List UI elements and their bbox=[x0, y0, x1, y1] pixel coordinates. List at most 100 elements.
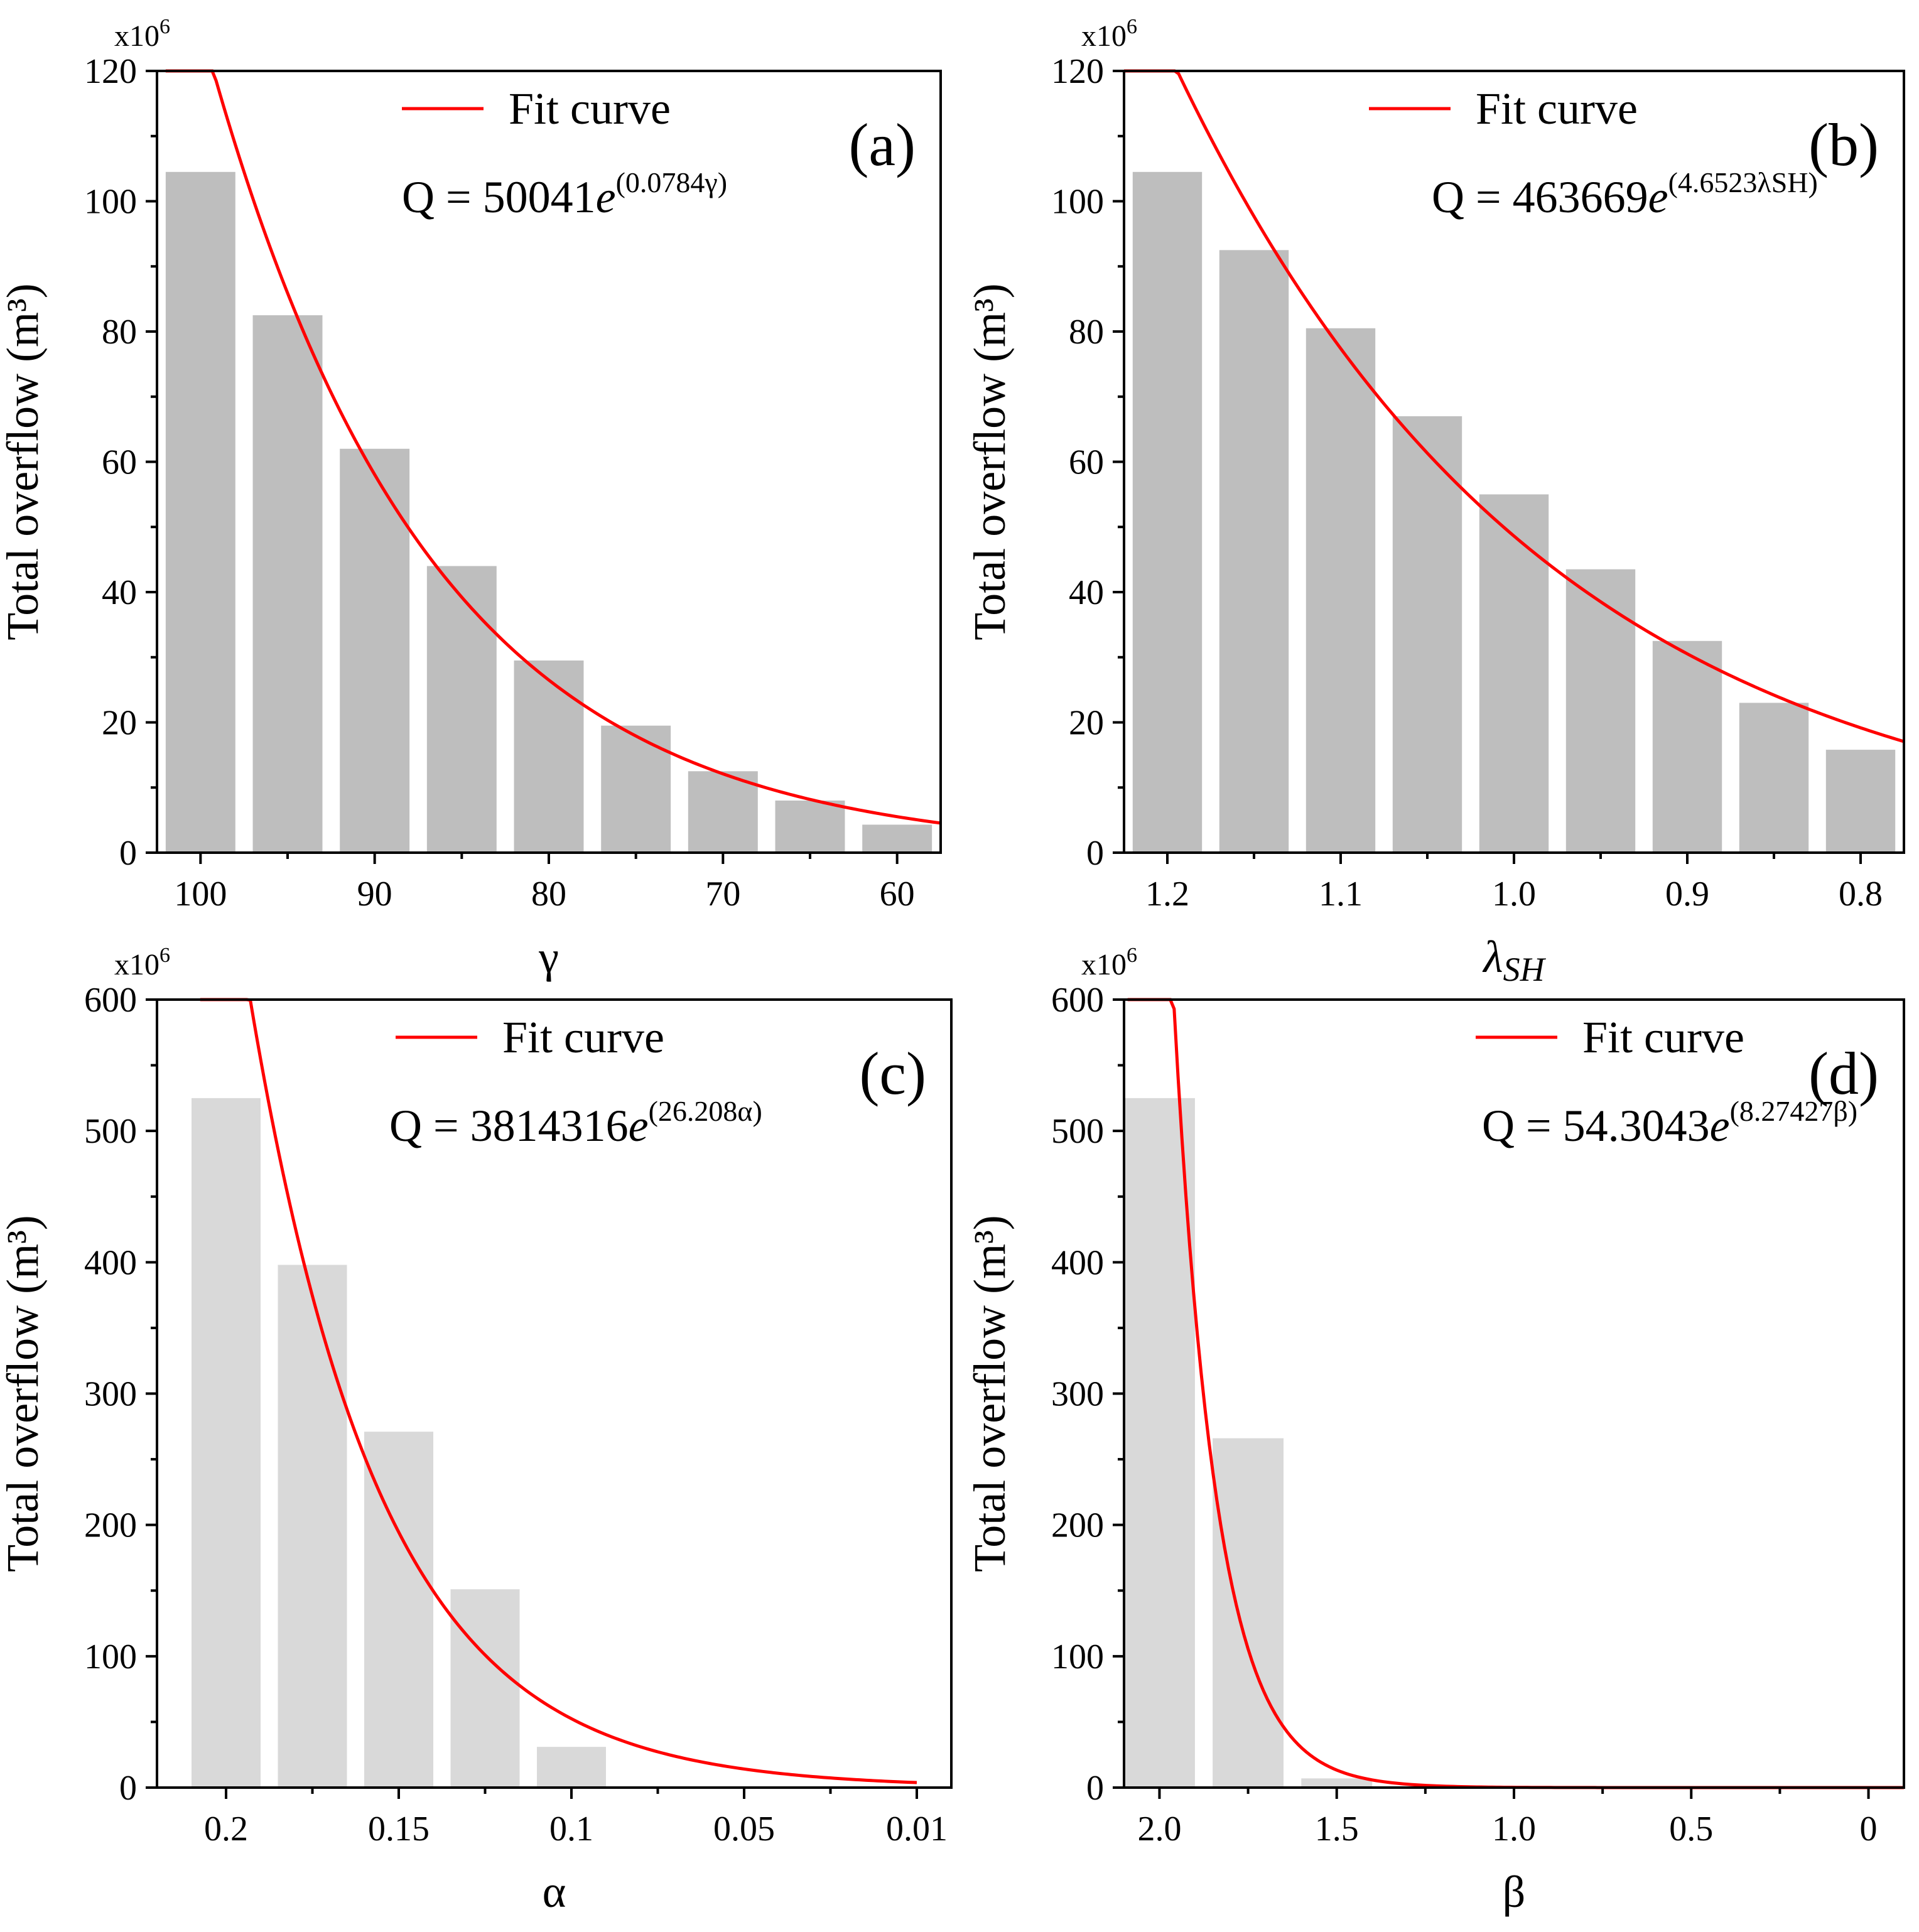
x-tick-label: 0.01 bbox=[886, 1810, 948, 1848]
y-tick-label: 400 bbox=[1051, 1243, 1104, 1282]
y-tick-label: 100 bbox=[1051, 183, 1104, 222]
bar-80 bbox=[514, 660, 584, 853]
bar-0.2 bbox=[192, 1098, 261, 1788]
fit-curve bbox=[165, 69, 941, 825]
x-tick-label: 1.1 bbox=[1319, 875, 1363, 914]
x-tick-label: 90 bbox=[357, 875, 392, 914]
scale-prefix: x10 bbox=[114, 19, 159, 53]
y-tick-label: 80 bbox=[1069, 313, 1104, 352]
fit-equation: Q = 3814316e(26.208α) bbox=[389, 1095, 762, 1151]
equation-exponent: (26.208α) bbox=[649, 1095, 762, 1127]
x-axis-symbol: α bbox=[543, 1867, 566, 1917]
y-axis-title: Total overflow (m³) bbox=[0, 1215, 48, 1572]
equation-exponent: (0.0784γ) bbox=[616, 166, 727, 198]
y-tick-label: 0 bbox=[119, 834, 137, 873]
y-tick-label: 80 bbox=[102, 313, 137, 352]
x-tick-label: 2.0 bbox=[1137, 1810, 1181, 1848]
y-tick-label: 200 bbox=[1051, 1506, 1104, 1545]
x-tick-label: 0 bbox=[1860, 1810, 1878, 1848]
scale-prefix: x10 bbox=[1081, 948, 1127, 981]
bar-95 bbox=[252, 315, 323, 853]
y-tick-label: 40 bbox=[102, 573, 137, 612]
bar-0.85 bbox=[1739, 703, 1809, 853]
equation-exponent: (8.27427β) bbox=[1730, 1095, 1858, 1127]
bar-0.1 bbox=[537, 1747, 606, 1788]
y-tick-label: 20 bbox=[102, 704, 137, 743]
y-tick-label: 400 bbox=[84, 1243, 137, 1282]
y-tick-label: 300 bbox=[1051, 1375, 1104, 1414]
bar-70 bbox=[688, 771, 758, 853]
legend-label: Fit curve bbox=[1582, 1012, 1744, 1062]
y-tick-label: 120 bbox=[84, 52, 137, 91]
bar-1.1 bbox=[1305, 328, 1376, 853]
bar-90 bbox=[340, 448, 410, 853]
equation-prefix: Q = 3814316 bbox=[389, 1101, 629, 1151]
panel-label: (b) bbox=[1808, 111, 1879, 178]
panel-label: (a) bbox=[848, 111, 916, 178]
bar-2 bbox=[1124, 1098, 1195, 1788]
y-tick-label: 500 bbox=[1051, 1112, 1104, 1151]
panel-d: 0 100 200 300 400 500 600 2.0 1.5 1.0 0.5 0 x106 Tota… bbox=[965, 944, 1905, 1917]
bar-0.8 bbox=[1825, 750, 1896, 853]
x-tick-label: 1.0 bbox=[1492, 875, 1536, 914]
x-axis-symbol: β bbox=[1503, 1867, 1526, 1917]
fit-equation: Q = 463669e(4.6523λSH) bbox=[1432, 166, 1818, 222]
y-tick-label: 0 bbox=[119, 1769, 137, 1808]
equation-base: e bbox=[1648, 172, 1668, 222]
y-scale-factor: x106 bbox=[114, 944, 170, 981]
bar-0.125 bbox=[450, 1589, 520, 1788]
y-tick-label: 600 bbox=[84, 981, 137, 1020]
fit-curve bbox=[1124, 69, 1905, 743]
equation-exponent: (4.6523λSH) bbox=[1668, 166, 1818, 198]
legend-label: Fit curve bbox=[509, 84, 671, 134]
y-tick-label: 0 bbox=[1086, 834, 1104, 873]
bar-60 bbox=[862, 824, 932, 853]
equation-prefix: Q = 54.3043 bbox=[1482, 1101, 1710, 1151]
equation-prefix: Q = 463669 bbox=[1432, 172, 1648, 222]
bar-0.175 bbox=[278, 1265, 347, 1788]
bar-1.05 bbox=[1392, 416, 1462, 853]
y-scale-factor: x106 bbox=[114, 15, 170, 53]
bar-1.75 bbox=[1213, 1438, 1284, 1788]
bar-0.9 bbox=[1652, 640, 1722, 853]
fit-equation: Q = 54.3043e(8.27427β) bbox=[1482, 1095, 1857, 1151]
x-tick-label: 1.5 bbox=[1315, 1810, 1359, 1848]
x-tick-label: 0.05 bbox=[713, 1810, 775, 1848]
x-axis-symbol: λ bbox=[1482, 932, 1503, 982]
y-scale-factor: x106 bbox=[1081, 944, 1137, 981]
y-tick-label: 600 bbox=[1051, 981, 1104, 1020]
y-axis-title: Total overflow (m³) bbox=[965, 1215, 1015, 1572]
legend-label: Fit curve bbox=[1476, 84, 1638, 134]
panel-label: (d) bbox=[1808, 1040, 1879, 1107]
x-tick-label: 70 bbox=[705, 875, 740, 914]
y-tick-label: 500 bbox=[84, 1112, 137, 1151]
x-tick-label: 100 bbox=[174, 875, 227, 914]
bar-0.95 bbox=[1565, 569, 1636, 853]
y-tick-label: 100 bbox=[1051, 1638, 1104, 1676]
bar-1 bbox=[1479, 494, 1549, 853]
scale-exponent: 6 bbox=[1127, 944, 1137, 967]
x-tick-label: 0.1 bbox=[549, 1810, 593, 1848]
y-tick-label: 20 bbox=[1069, 704, 1104, 743]
x-tick-label: 0.2 bbox=[204, 1810, 248, 1848]
bar-0.15 bbox=[364, 1432, 433, 1788]
x-tick-label: 0.15 bbox=[368, 1810, 430, 1848]
bar-100 bbox=[165, 171, 235, 853]
x-tick-label: 0.8 bbox=[1839, 875, 1883, 914]
x-tick-label: 0.5 bbox=[1669, 1810, 1713, 1848]
scale-prefix: x10 bbox=[1081, 19, 1127, 53]
x-tick-label: 0.9 bbox=[1665, 875, 1709, 914]
bar-75 bbox=[601, 725, 671, 853]
x-axis-symbol: γ bbox=[538, 932, 559, 982]
fit-equation: Q = 50041e(0.0784γ) bbox=[402, 166, 727, 222]
legend-label: Fit curve bbox=[502, 1012, 664, 1062]
x-axis-title: α bbox=[543, 1867, 566, 1917]
y-tick-label: 0 bbox=[1086, 1769, 1104, 1808]
bar-85 bbox=[426, 566, 497, 853]
scale-prefix: x10 bbox=[114, 948, 159, 981]
y-tick-label: 200 bbox=[84, 1506, 137, 1545]
y-axis-title: Total overflow (m³) bbox=[0, 283, 48, 640]
bar-65 bbox=[775, 801, 845, 853]
